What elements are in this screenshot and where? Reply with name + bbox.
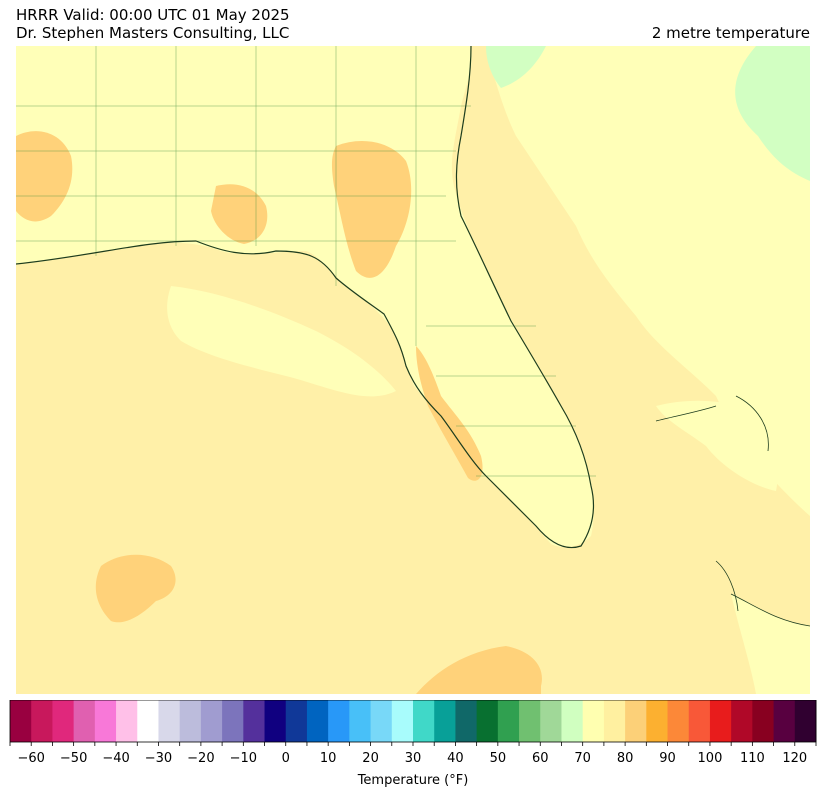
colorbar-swatch (243, 700, 266, 742)
warm-zone-south (416, 646, 542, 694)
colorbar-tick-label: 120 (782, 751, 807, 766)
colorbar-tick-label: −50 (60, 751, 87, 766)
cool-zone-atlantic (735, 46, 810, 181)
colorbar-swatch (328, 700, 350, 742)
colorbar-tick-label: −20 (187, 751, 214, 766)
colorbar-swatches (10, 700, 817, 742)
colorbar-swatch (306, 700, 329, 742)
colorbar-swatch (285, 700, 308, 742)
colorbar-tick-label: −40 (102, 751, 129, 766)
colorbar-tick-label: −10 (230, 751, 257, 766)
colorbar-swatch (200, 700, 223, 742)
colorbar-swatch (73, 700, 96, 742)
colorbar-swatch (667, 700, 690, 742)
colorbar-tick-label: 60 (532, 751, 549, 766)
colorbar-tick-label: 100 (698, 751, 723, 766)
temperature-map (16, 46, 810, 694)
colorbar-swatch (349, 700, 372, 742)
warm-zone-alabama (211, 184, 268, 244)
cool-zone-carolina (486, 46, 546, 88)
colorbar-tick-label: 0 (282, 751, 290, 766)
colorbar-swatch (731, 700, 753, 742)
warm-zone-gulf (95, 554, 176, 623)
colorbar-swatch (561, 700, 584, 742)
variable-title: 2 metre temperature (651, 24, 810, 42)
chart-title: HRRR Valid: 00:00 UTC 01 May 2025 Dr. St… (16, 6, 290, 42)
colorbar-tick-label: 30 (405, 751, 422, 766)
coastline (16, 46, 595, 549)
colorbar-swatch (10, 700, 32, 742)
colorbar-swatch (179, 700, 202, 742)
colorbar-swatch (370, 700, 393, 742)
colorbar-ticks: −60 −50 −40 −30 −20 −10 0 10 20 30 40 50 60 70 80 90 100… (9, 742, 817, 766)
colorbar-swatch (688, 700, 711, 742)
colorbar-swatch (603, 700, 626, 742)
colorbar-swatch (137, 700, 159, 742)
colorbar-swatch (540, 700, 562, 742)
colorbar-swatch (625, 700, 647, 742)
atlantic-plume (486, 46, 810, 516)
colorbar-swatch (752, 700, 775, 742)
model-valid-time: HRRR Valid: 00:00 UTC 01 May 2025 (16, 6, 290, 24)
cuba-coastline (730, 593, 810, 627)
colorbar-swatch (434, 700, 456, 742)
colorbar-swatch (497, 700, 520, 742)
cuba-land (731, 594, 810, 694)
colorbar-swatch (773, 700, 796, 742)
colorbar-swatch (646, 700, 669, 742)
colorbar-swatch (158, 700, 181, 742)
colorbar-swatch (31, 700, 53, 742)
colorbar-swatch (222, 700, 244, 742)
colorbar-swatch (476, 700, 499, 742)
colorbar-tick-label: 50 (490, 751, 507, 766)
warm-zone-florida (416, 346, 483, 481)
colorbar-swatch (519, 700, 541, 742)
gulf-plume (167, 286, 396, 397)
colorbar-swatch (582, 700, 605, 742)
warm-zone-west (16, 131, 73, 222)
colorbar-swatch (455, 700, 478, 742)
colorbar-tick-label: 10 (320, 751, 337, 766)
colorbar-swatch (709, 700, 732, 742)
colorbar-tick-label: 80 (617, 751, 634, 766)
colorbar-tick-label: 110 (740, 751, 765, 766)
colorbar-swatch (391, 700, 414, 742)
colorbar-tick-label: 40 (447, 751, 464, 766)
colorbar-tick-label: −30 (145, 751, 172, 766)
colorbar-tick-label: 90 (659, 751, 676, 766)
colorbar: −60 −50 −40 −30 −20 −10 0 10 20 30 40 50 60 70 80 90 100… (9, 700, 817, 788)
warm-zone-georgia (331, 141, 412, 278)
attribution: Dr. Stephen Masters Consulting, LLC (16, 24, 290, 42)
colorbar-tick-label: 20 (362, 751, 379, 766)
colorbar-swatch (116, 700, 138, 742)
county-borders (16, 46, 596, 477)
colorbar-swatch (52, 700, 75, 742)
colorbar-swatch (94, 700, 117, 742)
bahamas-coastline (655, 395, 769, 612)
colorbar-swatch (264, 700, 287, 742)
colorbar-label: Temperature (°F) (357, 773, 469, 788)
colorbar-tick-label: −60 (17, 751, 44, 766)
colorbar-tick-label: 70 (574, 751, 591, 766)
colorbar-swatch (413, 700, 435, 742)
colorbar-swatch (794, 700, 817, 742)
